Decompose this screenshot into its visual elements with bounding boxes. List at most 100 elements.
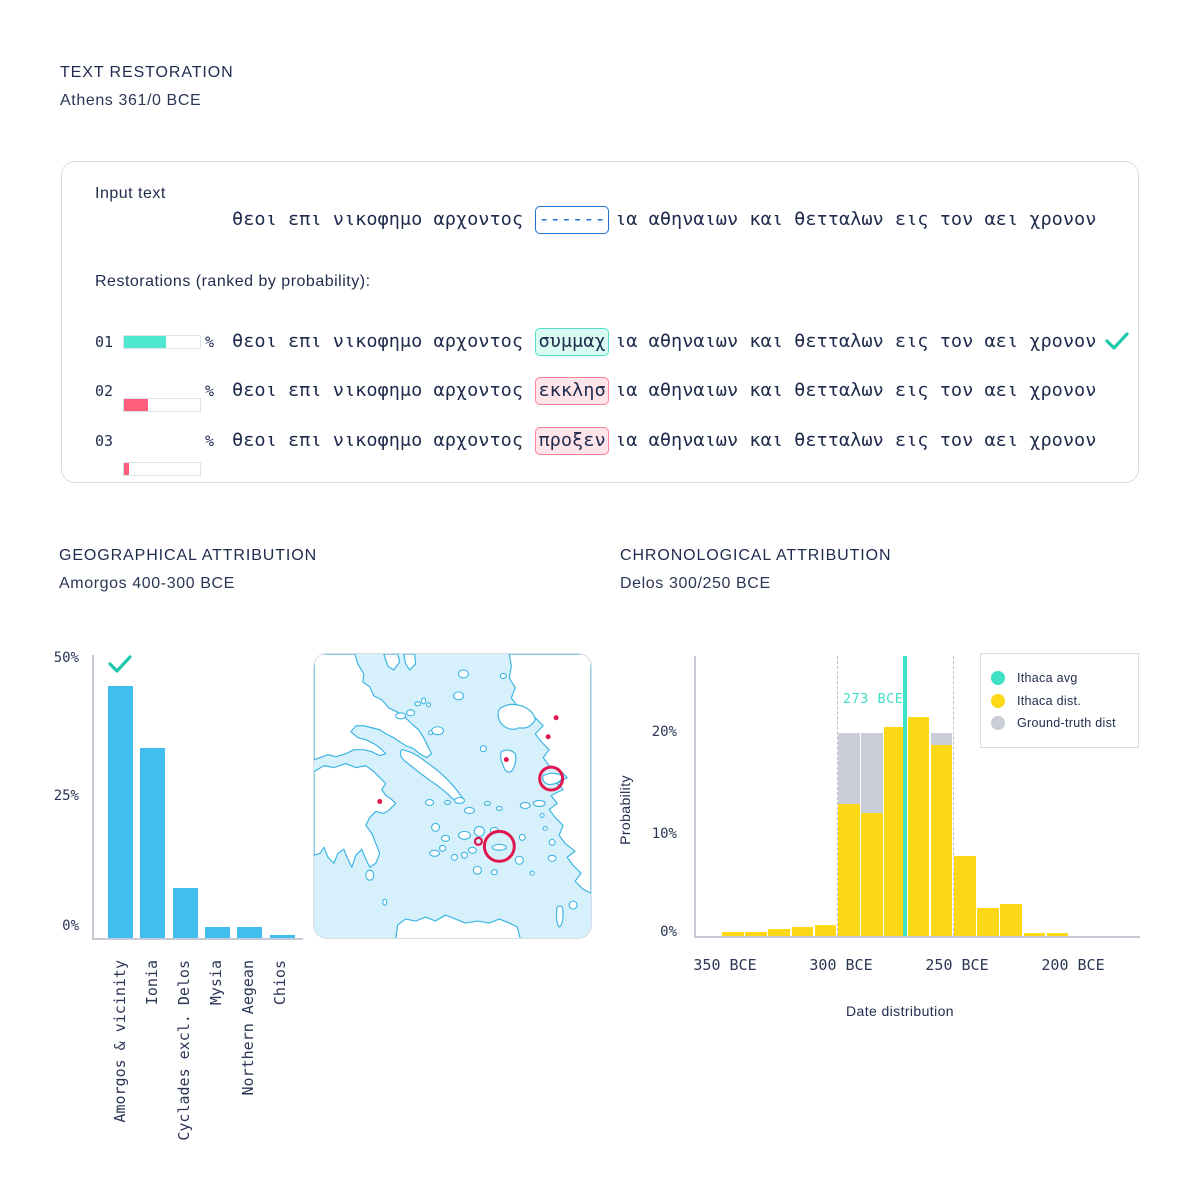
geo-x-axis: [92, 938, 303, 940]
ithaca-dist-bar: [1046, 932, 1069, 936]
legend-swatch-icon: [991, 694, 1005, 708]
restoration-highlight: προξεν: [535, 427, 610, 455]
legend-label: Ground-truth dist: [1017, 716, 1116, 730]
location-ring-icon: [538, 765, 565, 792]
legend-label: Ithaca dist.: [1017, 694, 1082, 708]
ithaca-dist-bar: [745, 931, 767, 936]
y-tick-label: 10%: [651, 826, 677, 842]
input-prefix: θεοι επι νικοφημο αρχοντος: [232, 209, 524, 230]
chart-legend: Ithaca avg Ithaca dist. Ground-truth dis…: [980, 653, 1139, 748]
ithaca-avg-line: [902, 656, 907, 936]
correct-region-check-icon: [108, 655, 132, 673]
y-tick-label: 50%: [53, 650, 79, 666]
probability-bar-fill: [124, 336, 166, 348]
y-tick-label: 20%: [651, 724, 677, 740]
x-tick-label: 350 BCE: [693, 956, 757, 974]
lesbos: [497, 703, 536, 730]
rank-label: 02: [95, 382, 114, 400]
crete: [395, 914, 521, 938]
geo-y-axis: [92, 655, 94, 939]
probability-bar: [123, 462, 201, 476]
missing-text-gap[interactable]: ------: [535, 206, 610, 234]
location-dot-icon: [503, 757, 509, 763]
aegean-map[interactable]: [313, 653, 592, 939]
percent-symbol: %: [205, 333, 215, 351]
small-islands: [365, 669, 578, 910]
legend-item: Ithaca avg: [991, 669, 1078, 687]
input-text-label: Input text: [95, 185, 166, 202]
legend-item: Ground-truth dist: [991, 714, 1116, 732]
samos: [542, 772, 564, 786]
probability-bar: [123, 335, 201, 349]
ithaca-dist-bar: [977, 907, 999, 936]
restoration-card: [61, 161, 1139, 483]
ground-truth-boundary-line: [953, 656, 954, 936]
x-category-label: Mysia: [207, 960, 225, 1006]
aegean-map-svg: [314, 654, 591, 938]
rank-label: 01: [95, 333, 114, 351]
y-tick-label: 0%: [660, 924, 677, 940]
x-category-label: Northern Aegean: [239, 960, 257, 1096]
restoration-prefix: θεοι επι νικοφημο αρχοντος: [232, 380, 524, 401]
ithaca-dist-bar: [768, 928, 790, 936]
chalkidiki-2: [403, 654, 417, 671]
geo-bar: [269, 935, 295, 938]
ithaca-dist-bar: [907, 716, 930, 936]
ithaca-dist-bar: [791, 926, 814, 936]
x-tick-label: 300 BCE: [809, 956, 873, 974]
x-tick-label: 200 BCE: [1041, 956, 1105, 974]
location-ring-icon: [473, 836, 483, 846]
land-masses: [314, 654, 591, 938]
restoration-row[interactable]: θεοι επι νικοφημο αρχοντος προξεν ια αθη…: [232, 427, 1096, 455]
correct-check-icon: [1105, 332, 1129, 350]
geo-attribution-subtitle: Amorgos 400-300 BCE: [59, 575, 235, 592]
location-dot-icon: [545, 734, 551, 740]
peloponnese-attica: [314, 763, 397, 868]
location-dot-icon: [553, 715, 559, 721]
map-markers: [377, 715, 565, 863]
euboea: [399, 749, 465, 803]
input-text-line: θεοι επι νικοφημο αρχοντος ------ ια αθη…: [232, 206, 1096, 234]
input-suffix: ια αθηναιων και θετταλων εις τον αει χρο…: [615, 209, 1097, 230]
ithaca-dist-bar: [861, 813, 883, 936]
rank-label: 03: [95, 432, 114, 450]
geo-bar: [237, 926, 263, 938]
x-tick-label: 250 BCE: [925, 956, 989, 974]
ithaca-dist-bar: [722, 931, 744, 936]
location-ring-icon: [482, 829, 516, 863]
restoration-suffix: ια αθηναιων και θετταλων εις τον αει χρο…: [615, 331, 1097, 352]
y-axis-title: Probability: [617, 775, 633, 845]
x-category-label: Ionia: [143, 960, 161, 1006]
geo-attribution-title: GEOGRAPHICAL ATTRIBUTION: [59, 547, 318, 564]
ithaca-dist-bar: [884, 726, 906, 936]
ithaca-dist-bar: [838, 804, 860, 936]
legend-swatch-icon: [991, 671, 1005, 685]
text-restoration-subtitle: Athens 361/0 BCE: [60, 92, 202, 109]
y-tick-label: 0%: [62, 918, 79, 934]
ithaca-dist-bar: [1023, 932, 1046, 936]
geo-bar: [140, 747, 166, 938]
restoration-suffix: ια αθηναιων και θετταλων εις τον αει χρο…: [615, 380, 1097, 401]
percent-symbol: %: [205, 432, 215, 450]
restoration-prefix: θεοι επι νικοφημο αρχοντος: [232, 430, 524, 451]
text-restoration-title: TEXT RESTORATION: [60, 64, 234, 81]
restoration-prefix: θεοι επι νικοφημο αρχοντος: [232, 331, 524, 352]
legend-label: Ithaca avg: [1017, 671, 1078, 685]
x-axis-title: Date distribution: [846, 1003, 954, 1019]
chrono-attribution-subtitle: Delos 300/250 BCE: [620, 575, 771, 592]
probability-bar-fill: [124, 463, 129, 475]
mainland-north: [314, 654, 433, 761]
x-category-label: Chios: [271, 960, 289, 1006]
chrono-y-axis: [694, 656, 696, 937]
restoration-row[interactable]: θεοι επι νικοφημο αρχοντος εκκλησ ια αθη…: [232, 377, 1096, 405]
restoration-row[interactable]: θεοι επι νικοφημο αρχοντος συμμαχ ια αθη…: [232, 328, 1096, 356]
restorations-label: Restorations (ranked by probability):: [95, 273, 371, 290]
restoration-suffix: ια αθηναιων και θετταλων εις τον αει χρο…: [615, 430, 1097, 451]
karpathos: [555, 905, 564, 928]
chrono-attribution-title: CHRONOLOGICAL ATTRIBUTION: [620, 547, 892, 564]
legend-swatch-icon: [991, 716, 1005, 730]
ithaca-dist-bar: [1000, 903, 1022, 936]
ithaca-dist-bar: [930, 745, 953, 936]
x-category-label: Cyclades excl. Delos: [175, 960, 193, 1141]
geo-bar: [204, 926, 230, 938]
